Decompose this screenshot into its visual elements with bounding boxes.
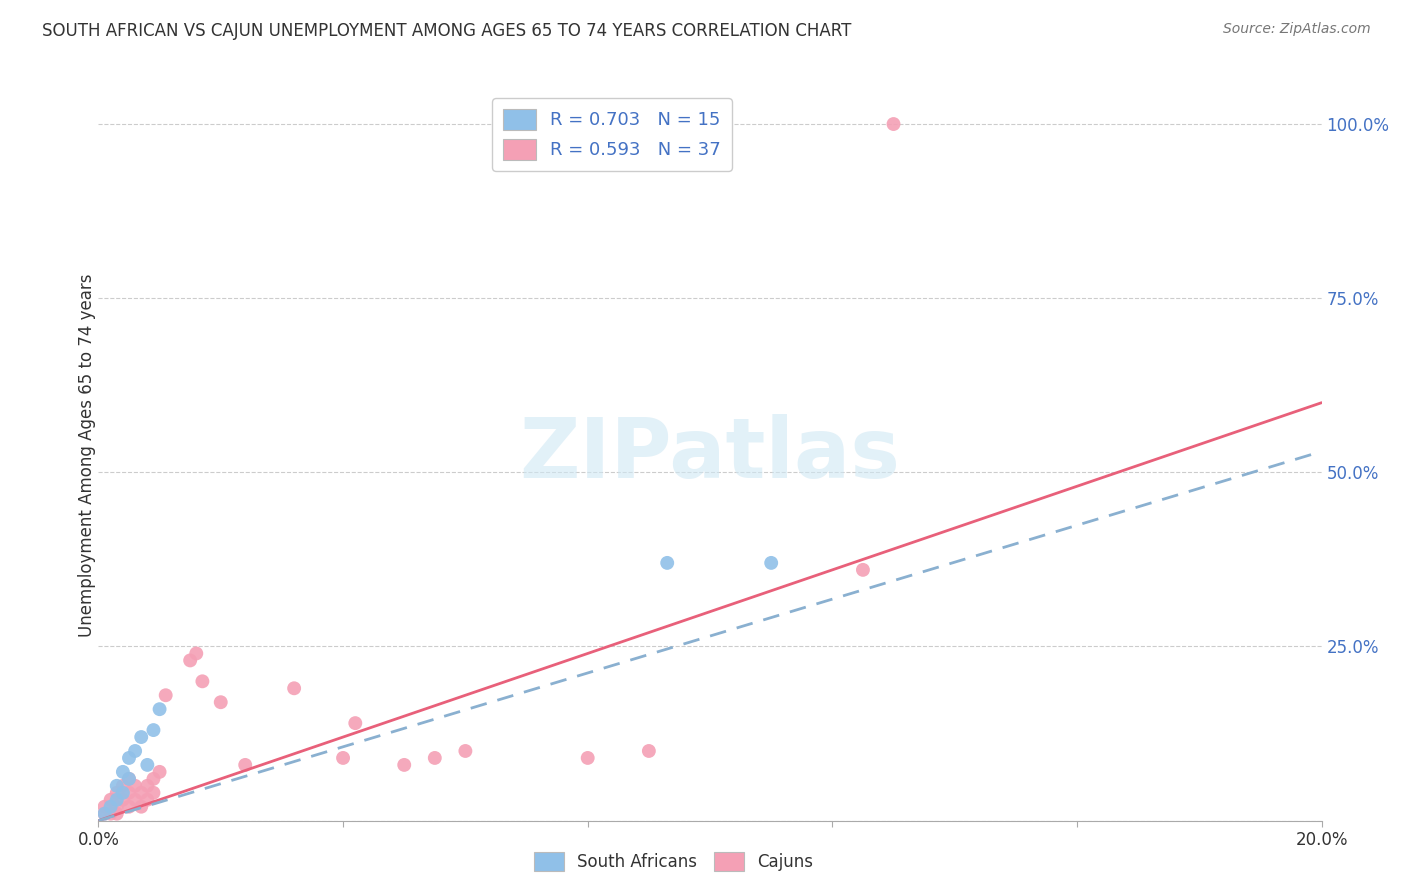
Point	[93, 799, 115, 814]
Point	[105, 806, 128, 821]
Legend: South Africans, Cajuns: South Africans, Cajuns	[527, 846, 820, 878]
Y-axis label: Unemployment Among Ages 65 to 74 years: Unemployment Among Ages 65 to 74 years	[79, 273, 96, 637]
Point	[149, 702, 172, 716]
Point	[454, 744, 477, 758]
Point	[124, 793, 146, 807]
Point	[124, 744, 146, 758]
Point	[129, 730, 152, 744]
Point	[142, 772, 165, 786]
Point	[637, 744, 661, 758]
Point	[118, 772, 141, 786]
Point	[111, 764, 134, 779]
Point	[142, 786, 165, 800]
Point	[657, 556, 679, 570]
Point	[111, 793, 134, 807]
Point	[179, 653, 201, 667]
Point	[105, 779, 128, 793]
Point	[118, 772, 141, 786]
Point	[576, 751, 599, 765]
Point	[233, 758, 256, 772]
Point	[93, 806, 115, 821]
Point	[332, 751, 354, 765]
Point	[93, 806, 115, 821]
Point	[118, 786, 141, 800]
Text: SOUTH AFRICAN VS CAJUN UNEMPLOYMENT AMONG AGES 65 TO 74 YEARS CORRELATION CHART: SOUTH AFRICAN VS CAJUN UNEMPLOYMENT AMON…	[42, 22, 852, 40]
Point	[209, 695, 232, 709]
Text: Source: ZipAtlas.com: Source: ZipAtlas.com	[1223, 22, 1371, 37]
Point	[186, 647, 208, 661]
Point	[136, 793, 159, 807]
Point	[392, 758, 416, 772]
Point	[124, 779, 146, 793]
Point	[129, 799, 152, 814]
Point	[344, 716, 367, 731]
Point	[759, 556, 782, 570]
Text: ZIPatlas: ZIPatlas	[520, 415, 900, 495]
Point	[100, 799, 122, 814]
Point	[105, 793, 128, 807]
Point	[129, 786, 152, 800]
Point	[155, 688, 177, 702]
Point	[149, 764, 172, 779]
Point	[100, 793, 122, 807]
Point	[105, 799, 128, 814]
Point	[142, 723, 165, 737]
Point	[852, 563, 875, 577]
Point	[105, 786, 128, 800]
Point	[136, 758, 159, 772]
Point	[283, 681, 305, 696]
Point	[111, 786, 134, 800]
Point	[423, 751, 446, 765]
Point	[111, 779, 134, 793]
Point	[100, 806, 122, 821]
Point	[883, 117, 905, 131]
Point	[118, 799, 141, 814]
Point	[136, 779, 159, 793]
Point	[191, 674, 214, 689]
Point	[118, 751, 141, 765]
